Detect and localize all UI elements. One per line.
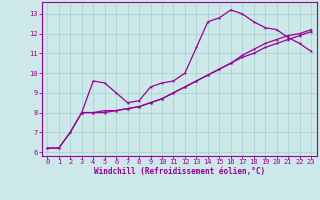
X-axis label: Windchill (Refroidissement éolien,°C): Windchill (Refroidissement éolien,°C): [94, 167, 265, 176]
